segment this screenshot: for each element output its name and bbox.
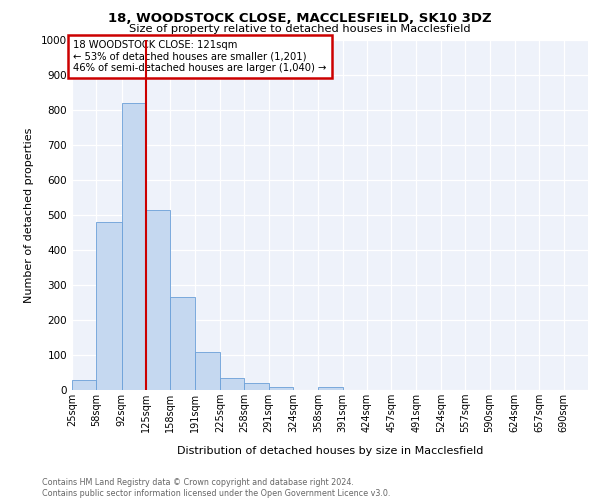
Bar [318,387,343,390]
Bar [170,297,195,390]
Bar [146,210,170,390]
Bar [72,380,97,390]
Text: Size of property relative to detached houses in Macclesfield: Size of property relative to detached ho… [129,24,471,34]
Text: 18, WOODSTOCK CLOSE, MACCLESFIELD, SK10 3DZ: 18, WOODSTOCK CLOSE, MACCLESFIELD, SK10 … [108,12,492,26]
X-axis label: Distribution of detached houses by size in Macclesfield: Distribution of detached houses by size … [177,446,483,456]
Bar [269,386,293,390]
Text: Contains HM Land Registry data © Crown copyright and database right 2024.
Contai: Contains HM Land Registry data © Crown c… [42,478,391,498]
Bar [97,222,122,390]
Bar [244,383,269,390]
Text: 18 WOODSTOCK CLOSE: 121sqm
← 53% of detached houses are smaller (1,201)
46% of s: 18 WOODSTOCK CLOSE: 121sqm ← 53% of deta… [73,40,327,73]
Bar [220,378,244,390]
Bar [122,103,146,390]
Y-axis label: Number of detached properties: Number of detached properties [24,128,34,302]
Bar [195,352,220,390]
